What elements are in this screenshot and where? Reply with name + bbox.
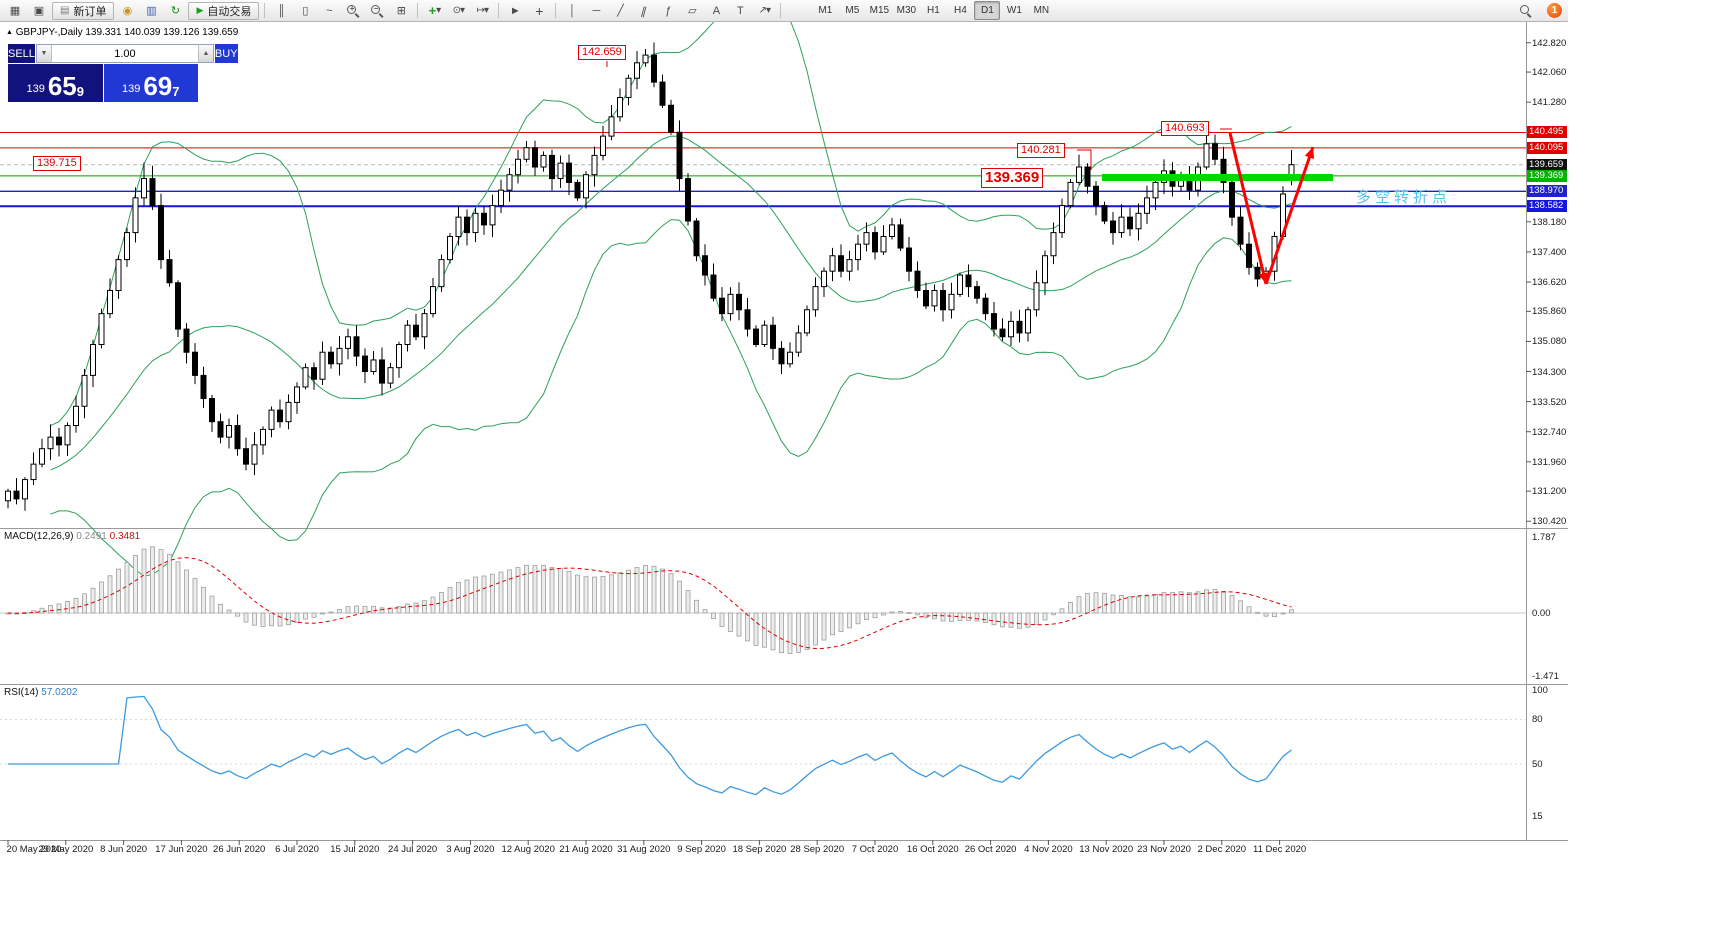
toolbar: ▦ ▣ ▤ 新订单 ◉ ▥ ↻ ▶ 自动交易 ║ ▯ ~ + − ⊞ + ▾ ⊙▾… — [0, 0, 1568, 22]
rsi-indicator-label: RSI(14) 57.0202 — [4, 687, 77, 698]
lot-increase-button[interactable]: ▲ — [197, 45, 213, 62]
tf-button-m5[interactable]: M5 — [845, 5, 860, 16]
lot-size-control: ▼ ▲ — [35, 44, 214, 63]
lot-size-input[interactable] — [51, 45, 198, 62]
turning-point-note[interactable]: 多空转折点 — [1356, 189, 1452, 206]
price-label-support[interactable]: 139.369 — [981, 168, 1044, 188]
toolbar-separator — [555, 3, 557, 18]
bar-chart-icon[interactable]: ║ — [277, 4, 286, 17]
cursor-icon[interactable]: ► — [509, 4, 521, 17]
sell-price-pip: 9 — [76, 84, 84, 99]
chart-window-icon[interactable]: ▦ — [9, 5, 21, 17]
horizontal-line-icon[interactable]: ─ — [592, 4, 601, 17]
tf-button-m15[interactable]: M15 — [869, 5, 890, 16]
symbol-period-label: GBPJPY-,Daily — [15, 27, 83, 38]
tf-button-h4[interactable]: H4 — [953, 5, 967, 16]
indicators-icon[interactable]: + ▾ — [428, 3, 442, 18]
channel-icon[interactable]: ∥ — [640, 4, 649, 18]
macd-name: MACD(12,26,9) — [4, 531, 74, 542]
chart-ohlc-header: ▲ GBPJPY-,Daily 139.331 140.039 139.126 … — [6, 27, 238, 38]
buy-price-pip: 7 — [172, 84, 180, 99]
trendline-icon[interactable]: ╱ — [617, 5, 624, 17]
vertical-line-icon[interactable]: │ — [568, 4, 576, 17]
fibonacci-icon[interactable]: ƒ — [665, 4, 672, 17]
crosshair-icon[interactable]: + — [535, 2, 544, 19]
autotrading-label: 自动交易 — [207, 5, 252, 18]
new-chart-icon[interactable]: ▣ — [33, 5, 45, 17]
line-chart-icon[interactable]: ~ — [326, 4, 333, 17]
ohlc-values: 139.331 140.039 139.126 139.659 — [85, 27, 239, 38]
zoom-in-icon[interactable]: + — [342, 1, 364, 21]
sell-price[interactable]: 139 65 9 — [8, 64, 103, 102]
tf-button-d1[interactable]: D1 — [974, 1, 1001, 20]
tf-button-mn[interactable]: MN — [1033, 5, 1050, 16]
tf-button-m1[interactable]: M1 — [818, 5, 833, 16]
rsi-panel — [0, 695, 1526, 796]
notification-badge[interactable]: 1 — [1547, 3, 1562, 18]
new-order-button[interactable]: ▤ 新订单 — [52, 1, 115, 20]
deposit-coin-icon[interactable]: ◉ — [122, 5, 133, 17]
play-icon: ▶ — [196, 5, 204, 15]
templates-icon[interactable]: ↦▾ — [476, 5, 489, 16]
terminal-icon[interactable]: ▥ — [146, 5, 157, 17]
bollinger-bands — [50, 0, 1292, 577]
buy-price-prefix: 139 — [121, 83, 141, 95]
shapes-icon[interactable]: ▱ — [688, 5, 697, 17]
tf-button-h1[interactable]: H1 — [926, 5, 940, 16]
zoom-out-icon[interactable]: − — [366, 1, 388, 21]
rsi-value: 57.0202 — [41, 687, 78, 698]
toolbar-right-group: 1 — [1515, 1, 1562, 21]
toolbar-separator — [264, 3, 266, 18]
timeframe-group: M1 M5 M15 M30 H1 H4 D1 W1 MN — [812, 1, 1054, 20]
sell-button[interactable]: SELL — [8, 44, 35, 63]
candlestick-chart-icon[interactable]: ▯ — [302, 5, 309, 17]
buy-price[interactable]: 139 69 7 — [103, 64, 198, 102]
buy-button[interactable]: BUY — [214, 44, 238, 63]
macd-panel — [0, 546, 1526, 654]
price-label-nov-high[interactable]: 140.281 — [1017, 143, 1065, 158]
arrows-icon[interactable]: ↗▾ — [758, 5, 771, 16]
axis-ticks — [7, 42, 1531, 845]
candles — [5, 42, 1295, 511]
toolbar-separator — [780, 3, 782, 18]
sell-price-big: 65 — [47, 71, 77, 101]
search-icon[interactable] — [1515, 1, 1537, 21]
panel-separators — [0, 22, 1568, 841]
toolbar-separator — [417, 3, 419, 18]
toolbar-separator — [498, 3, 500, 18]
symbol-direction-icon: ▲ — [6, 29, 13, 36]
refresh-icon[interactable]: ↻ — [170, 5, 181, 17]
text-icon[interactable]: A — [712, 4, 721, 17]
macd-value-signal: 0.3481 — [109, 531, 141, 542]
horizontal-level-lines — [0, 131, 1526, 208]
price-label-peak[interactable]: 142.659 — [578, 45, 626, 60]
sell-price-prefix: 139 — [26, 83, 45, 95]
tile-windows-icon[interactable]: ⊞ — [396, 5, 406, 17]
tf-button-m30[interactable]: M30 — [896, 5, 917, 16]
drawn-objects — [606, 61, 1333, 285]
buy-price-big: 69 — [143, 71, 173, 101]
text-label-icon[interactable]: T — [737, 4, 744, 17]
new-order-label: 新订单 — [73, 5, 107, 18]
price-label-dec-high[interactable]: 140.693 — [1161, 121, 1209, 136]
macd-indicator-label: MACD(12,26,9) 0.2491 0.3481 — [4, 531, 140, 542]
rsi-name: RSI(14) — [4, 687, 39, 698]
macd-value-main: 0.2491 — [76, 531, 107, 542]
tf-button-w1[interactable]: W1 — [1006, 5, 1022, 16]
autotrading-button[interactable]: ▶ 自动交易 — [188, 1, 260, 20]
lot-decrease-button[interactable]: ▼ — [36, 45, 52, 62]
order-sheet-icon: ▤ — [60, 5, 70, 16]
periods-icon[interactable]: ⊙▾ — [452, 5, 465, 16]
price-label-jun-high[interactable]: 139.715 — [33, 156, 81, 171]
